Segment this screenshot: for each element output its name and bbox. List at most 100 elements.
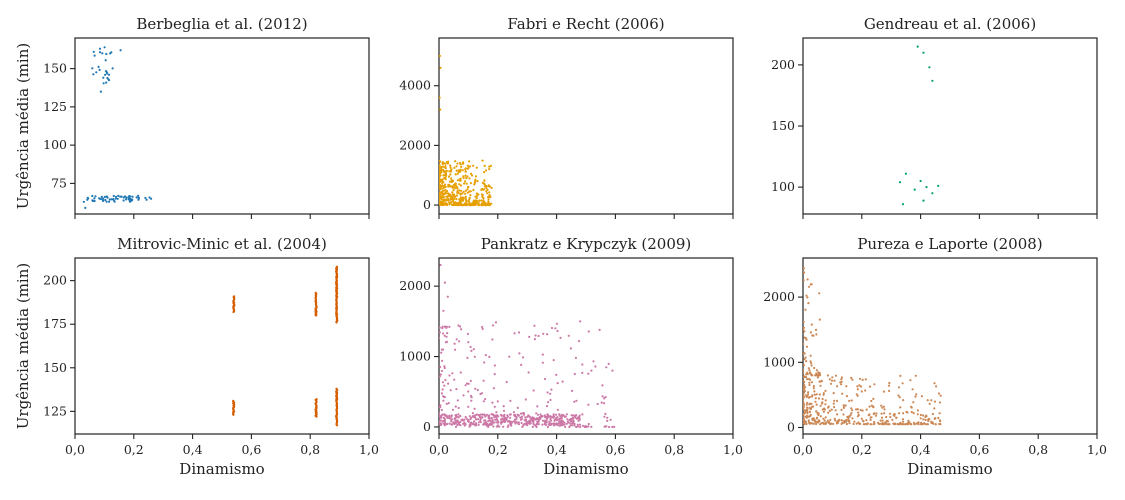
data-point bbox=[939, 420, 942, 423]
data-point bbox=[541, 353, 544, 356]
data-point bbox=[824, 416, 827, 419]
data-point bbox=[467, 200, 470, 203]
data-point bbox=[864, 423, 867, 426]
data-point bbox=[472, 422, 475, 425]
data-point bbox=[897, 394, 900, 397]
data-point bbox=[470, 399, 473, 402]
data-point bbox=[575, 414, 578, 417]
data-point bbox=[468, 177, 471, 180]
data-point bbox=[821, 397, 824, 401]
data-point bbox=[870, 404, 874, 407]
data-point bbox=[447, 194, 450, 197]
data-point bbox=[98, 51, 102, 54]
data-point bbox=[808, 381, 811, 384]
data-point bbox=[845, 422, 849, 426]
data-point bbox=[808, 410, 812, 414]
data-point bbox=[460, 203, 463, 207]
data-point bbox=[869, 416, 872, 419]
data-point bbox=[459, 179, 462, 182]
data-point bbox=[478, 199, 481, 202]
data-point bbox=[611, 425, 614, 429]
data-point bbox=[853, 420, 856, 423]
data-point bbox=[104, 198, 107, 202]
data-point bbox=[933, 382, 936, 385]
data-point bbox=[933, 407, 936, 410]
data-point bbox=[808, 378, 812, 381]
x-tick-label: 0,8 bbox=[300, 442, 320, 457]
data-point bbox=[476, 180, 479, 183]
data-point bbox=[542, 332, 545, 335]
data-point bbox=[459, 325, 462, 328]
data-point bbox=[443, 189, 446, 192]
data-point bbox=[99, 90, 102, 93]
data-point bbox=[520, 421, 523, 425]
data-point bbox=[443, 365, 446, 368]
data-point bbox=[480, 199, 483, 202]
data-point bbox=[809, 415, 812, 418]
data-point bbox=[485, 413, 488, 416]
data-point bbox=[803, 400, 805, 403]
data-point bbox=[841, 392, 844, 395]
data-point bbox=[812, 385, 816, 388]
data-point bbox=[901, 203, 905, 206]
data-point bbox=[473, 355, 476, 358]
data-point bbox=[579, 425, 582, 429]
data-point bbox=[457, 423, 460, 426]
data-point bbox=[933, 400, 937, 403]
y-tick-label: 4000 bbox=[399, 78, 431, 93]
data-point bbox=[464, 384, 467, 387]
data-point bbox=[901, 382, 904, 385]
data-point bbox=[457, 324, 460, 327]
data-point bbox=[851, 378, 854, 381]
data-point bbox=[445, 335, 448, 338]
data-point bbox=[849, 413, 852, 417]
data-point bbox=[927, 418, 930, 422]
data-point bbox=[809, 354, 812, 357]
data-point bbox=[817, 413, 820, 417]
data-point bbox=[441, 381, 444, 384]
data-point bbox=[506, 415, 509, 418]
data-point bbox=[451, 372, 454, 375]
data-point bbox=[465, 382, 469, 385]
data-point bbox=[440, 351, 443, 354]
data-point bbox=[518, 352, 521, 355]
data-point bbox=[836, 420, 839, 424]
data-point bbox=[91, 199, 95, 203]
y-tick-label: 100 bbox=[771, 179, 795, 194]
data-point bbox=[934, 417, 937, 420]
data-point bbox=[481, 325, 484, 329]
data-point bbox=[450, 418, 454, 421]
data-point bbox=[464, 174, 467, 177]
data-point bbox=[587, 422, 590, 426]
data-point bbox=[470, 174, 474, 177]
data-point bbox=[462, 394, 465, 397]
data-point bbox=[803, 403, 805, 407]
data-point bbox=[449, 164, 452, 167]
data-point bbox=[939, 423, 942, 426]
data-point bbox=[548, 420, 551, 423]
data-point bbox=[441, 348, 445, 351]
data-point bbox=[439, 185, 441, 189]
data-point bbox=[447, 185, 450, 188]
data-point bbox=[807, 302, 810, 305]
data-point bbox=[460, 328, 463, 331]
data-point bbox=[813, 419, 816, 422]
data-point bbox=[823, 408, 827, 411]
data-point bbox=[824, 389, 827, 392]
data-point bbox=[442, 420, 445, 423]
y-axis-label: Urgência média (min) bbox=[14, 43, 32, 209]
y-tick-label: 200 bbox=[43, 273, 67, 288]
data-point bbox=[848, 422, 851, 425]
data-point bbox=[477, 421, 480, 424]
data-point bbox=[509, 399, 512, 402]
data-point bbox=[510, 424, 513, 427]
data-point bbox=[938, 412, 941, 415]
data-point bbox=[459, 168, 462, 171]
data-point bbox=[486, 188, 489, 191]
data-point bbox=[476, 194, 479, 197]
data-point bbox=[555, 322, 559, 325]
data-point bbox=[864, 378, 867, 381]
data-point bbox=[469, 379, 472, 382]
y-tick-label: 150 bbox=[43, 360, 67, 375]
data-point bbox=[462, 176, 465, 179]
